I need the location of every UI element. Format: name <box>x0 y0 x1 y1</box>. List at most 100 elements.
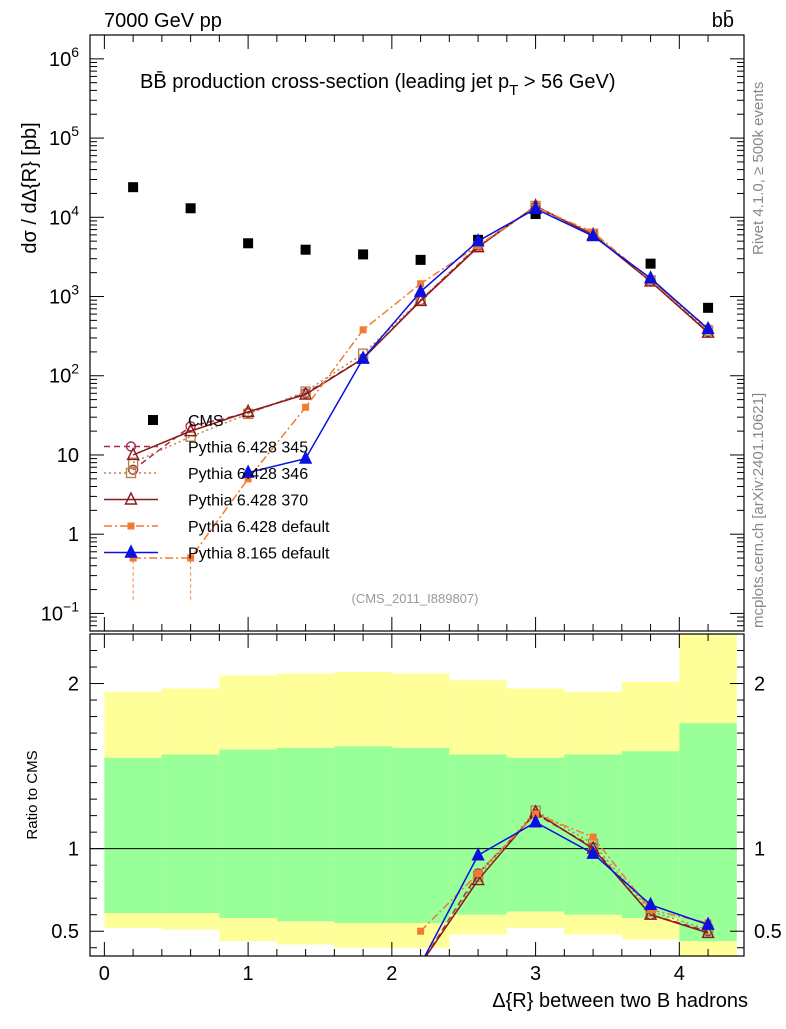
data-point-4-3 <box>302 403 310 411</box>
ratio-y-tick-label-left: 2 <box>68 674 79 696</box>
ratio-point-3-2 <box>532 810 540 818</box>
legend-entry-3: Pythia 6.428 370 <box>188 493 308 510</box>
ratio-y-tick-labels: 0.5 0.5 1 1 2 2 <box>51 674 782 944</box>
ratio-line-3 <box>420 813 709 932</box>
main-panel-frame <box>89 34 745 632</box>
green-band-0 <box>104 757 162 914</box>
ratio-point-4-1 <box>471 847 485 861</box>
series-line-1 <box>132 206 709 471</box>
ratio-line-1 <box>425 809 709 956</box>
y-tick-label-base: 10 <box>57 445 79 467</box>
legend-entry-2: Pythia 6.428 346 <box>188 466 308 483</box>
data-point-5-1 <box>298 450 313 464</box>
series-1 <box>127 201 714 475</box>
chart-title: BB̄ production cross-section (leading je… <box>140 70 616 99</box>
y-tick-label: 1 <box>68 524 79 546</box>
data-point-5-3 <box>413 283 428 297</box>
legend-entry-0: CMS <box>188 413 224 430</box>
ratio-point-4-2 <box>528 814 543 828</box>
ratio-series-group <box>417 804 715 956</box>
legend-entry-1: Pythia 6.428 345 <box>188 440 308 457</box>
data-point-2-0 <box>127 457 139 468</box>
data-point-0-7 <box>530 209 541 220</box>
mcplots-label: mcplots.cern.ch [arXiv:2401.10621] <box>750 393 767 628</box>
data-point-0-4 <box>358 249 369 260</box>
legend-marker-1 <box>125 441 137 452</box>
data-point-5-2 <box>356 350 370 364</box>
ratio-line-4 <box>424 821 709 956</box>
green-band-10 <box>679 723 737 942</box>
data-point-5-4 <box>471 233 485 247</box>
data-point-0-3 <box>300 244 311 255</box>
ratio-y-tick-label-right: 0.5 <box>754 921 782 943</box>
y-tick-label: 106 <box>49 44 79 71</box>
ratio-x-tick-labels: 0 1 2 3 4 <box>99 963 685 985</box>
data-point-3-0 <box>126 446 140 461</box>
chart-title-end: > 56 GeV) <box>518 71 615 93</box>
data-point-4-0 <box>129 554 137 562</box>
y-tick-label: 102 <box>49 361 79 388</box>
data-point-0-5 <box>415 254 426 265</box>
green-band-4 <box>334 746 392 923</box>
y-tick-label: 105 <box>49 123 79 150</box>
data-point-4-1 <box>187 554 195 562</box>
ratio-point-3-1 <box>474 869 482 877</box>
ratio-point-2-4 <box>643 906 658 920</box>
analysis-tag: (CMS_2011_I889807) <box>352 591 479 606</box>
data-point-3-1 <box>183 423 198 437</box>
y-tick-label: 10−1 <box>41 598 79 625</box>
data-point-5-7 <box>643 270 658 284</box>
y-tick-label-base: 10 <box>49 49 71 71</box>
data-point-0-1 <box>185 203 196 214</box>
data-point-5-8 <box>701 320 715 335</box>
y-tick-label: 104 <box>49 202 79 229</box>
data-point-0-9 <box>645 258 656 269</box>
ratio-point-4-3 <box>586 845 600 859</box>
green-band-5 <box>391 747 450 923</box>
green-band-3 <box>276 747 335 922</box>
data-point-5-5 <box>528 200 543 215</box>
main-series-group <box>126 182 715 600</box>
data-point-0-10 <box>703 302 714 313</box>
y-tick-label-base: 1 <box>68 524 79 546</box>
chart-title-subscript: T <box>509 82 518 99</box>
green-band-2 <box>219 749 277 919</box>
ratio-y-tick-label-right: 2 <box>754 674 765 696</box>
ratio-y-tick-label-left: 0.5 <box>51 921 79 943</box>
y-tick-label-exp: −1 <box>63 598 79 614</box>
y-tick-label-exp: 3 <box>71 282 79 298</box>
ratio-point-3-3 <box>589 833 597 841</box>
main-axis-ticks <box>90 34 744 632</box>
green-band-1 <box>161 754 220 914</box>
data-point-4-2 <box>244 475 252 483</box>
data-point-3-2 <box>241 403 255 418</box>
data-point-5-0 <box>241 464 255 478</box>
y-tick-label: 103 <box>49 282 79 309</box>
ratio-point-2-1 <box>471 871 485 886</box>
data-point-4-4 <box>359 326 367 334</box>
ratio-point-4-4 <box>643 896 658 911</box>
ratio-point-4-5 <box>701 916 715 930</box>
y-tick-label-exp: 2 <box>71 361 79 377</box>
legend-marker-4 <box>127 522 135 530</box>
legend-entry-5: Pythia 8.165 default <box>188 546 330 563</box>
data-point-3-5 <box>413 292 428 307</box>
ratio-line-2 <box>425 811 709 956</box>
legend: CMS Pythia 6.428 345 Pythia 6.428 346 Pythi… <box>104 413 330 563</box>
ratio-panel: 0.5 0.5 1 1 2 2 0 1 2 3 4 Ratio to CMS Δ{R} betwe… <box>24 633 782 1012</box>
x-tick-label: 4 <box>674 963 685 985</box>
main-y-axis-label: dσ / dΔ{R} [pb] <box>19 122 41 253</box>
green-band-6 <box>449 754 507 915</box>
ratio-y-tick-label-right: 1 <box>754 839 765 861</box>
y-tick-label-exp: 4 <box>71 202 79 218</box>
legend-entry-4: Pythia 6.428 default <box>188 519 330 536</box>
x-axis-label: Δ{R} between two B hadrons <box>492 990 748 1012</box>
y-tick-label-base: 10 <box>49 207 71 229</box>
legend-marker-2 <box>125 467 137 479</box>
ratio-y-tick-label-left: 1 <box>68 839 79 861</box>
data-point-1-0 <box>127 464 139 475</box>
ratio-panel-frame <box>89 633 745 957</box>
ratio-y-axis-label: Ratio to CMS <box>24 750 41 839</box>
